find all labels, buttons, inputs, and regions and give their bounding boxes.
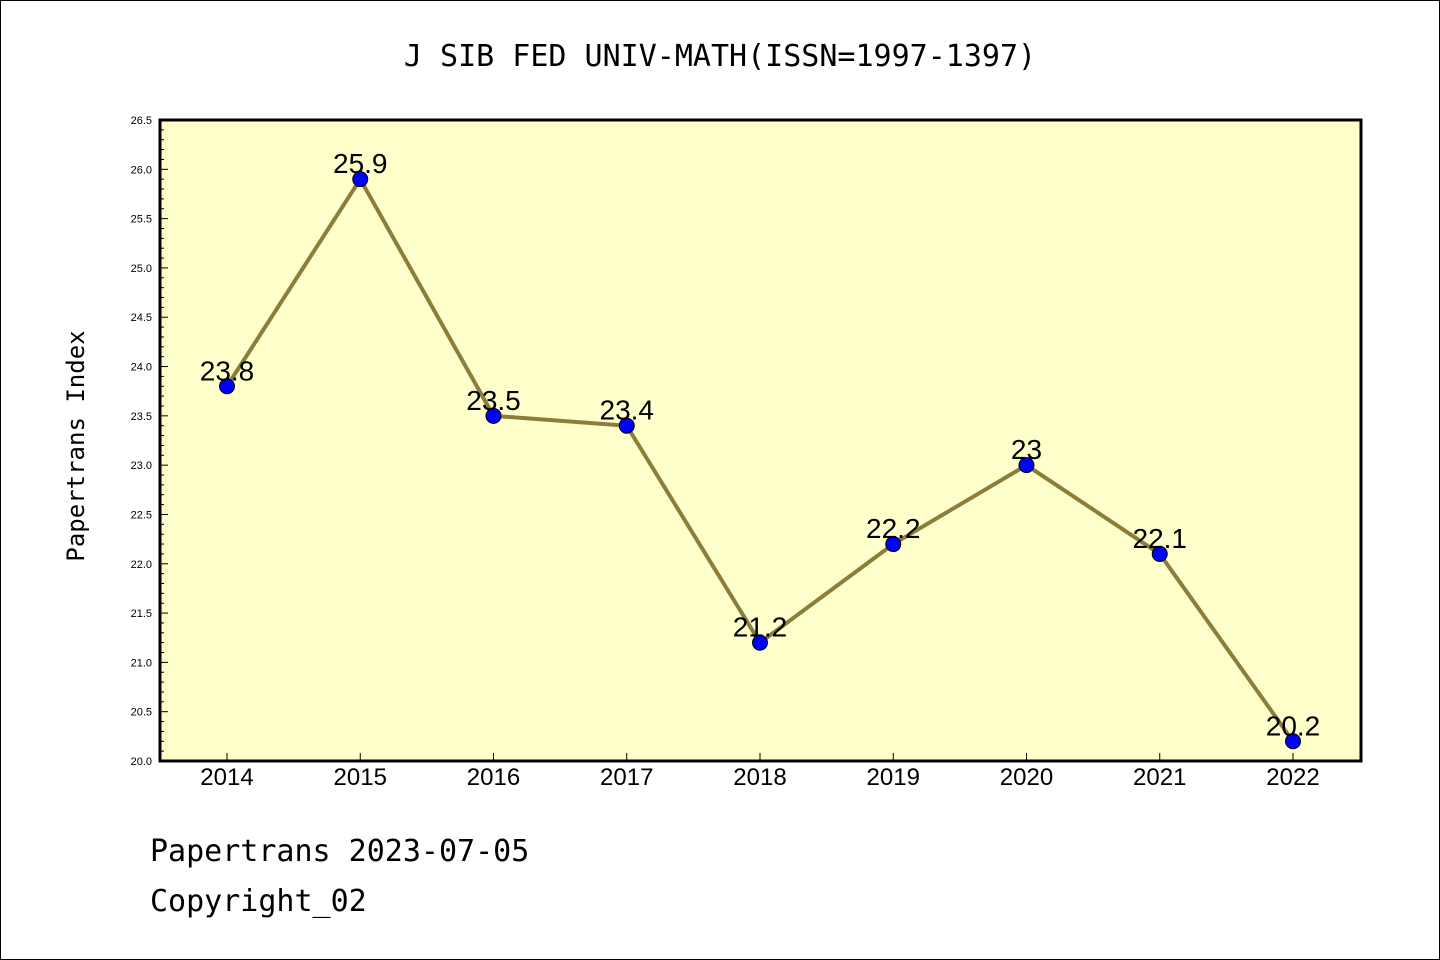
y-tick-label: 22.5 <box>131 509 152 521</box>
series: 23.8 25.9 23.5 23.4 21.2 22.2 23 22.1 20.2 <box>200 148 1321 750</box>
data-label: 25.9 <box>333 148 388 179</box>
x-tick-label: 2021 <box>1133 764 1186 791</box>
x-tick-label: 2022 <box>1266 764 1319 791</box>
data-label: 23 <box>1011 434 1042 465</box>
y-tick-label: 24.0 <box>131 362 152 374</box>
x-tick-label: 2018 <box>733 764 786 791</box>
y-tick-label: 25.0 <box>131 263 152 275</box>
y-tick-label: 22.0 <box>131 559 152 571</box>
y-tick-label: 25.5 <box>131 214 152 226</box>
y-tick-label: 24.5 <box>131 312 152 324</box>
data-label: 23.4 <box>600 395 655 426</box>
data-point <box>1018 457 1035 474</box>
data-label: 21.2 <box>733 612 788 643</box>
x-tick-label: 2019 <box>867 764 920 791</box>
plot-area <box>160 120 1361 761</box>
y-tick-label: 23.5 <box>131 411 152 423</box>
data-point <box>219 378 235 395</box>
x-tick-label: 2017 <box>600 764 653 791</box>
x-tick-label: 2016 <box>467 764 520 791</box>
data-point <box>885 536 902 553</box>
y-tick-label: 20.5 <box>131 707 152 719</box>
data-label: 22.1 <box>1133 523 1188 554</box>
y-axis-label: Papertrans Index <box>62 330 90 561</box>
data-label: 23.5 <box>466 385 521 416</box>
x-tick-label: 2014 <box>200 764 253 791</box>
footer-copyright: Copyright_02 <box>150 884 367 919</box>
data-point <box>1285 733 1301 750</box>
data-point <box>485 407 502 424</box>
plot-border <box>158 118 1363 763</box>
y-tick-label: 21.5 <box>131 608 152 620</box>
y-tick-label: 26.0 <box>131 164 152 176</box>
footer-date: Papertrans 2023-07-05 <box>150 834 530 869</box>
data-label: 22.2 <box>866 513 921 544</box>
data-point <box>752 634 768 651</box>
chart-title: J SIB FED UNIV-MATH(ISSN=1997-1397) <box>404 39 1036 74</box>
data-point <box>352 171 369 188</box>
y-tick-label: 23.0 <box>131 460 152 472</box>
data-point <box>1151 545 1168 562</box>
y-tick-label: 20.0 <box>131 756 152 768</box>
x-tick-label: 2015 <box>334 764 387 791</box>
data-point <box>618 417 635 434</box>
x-axis: 2014 2015 2016 2017 2018 2019 2020 2021 2022 <box>200 753 1320 791</box>
data-label: 23.8 <box>200 355 255 386</box>
y-tick-label: 26.5 <box>131 115 152 127</box>
y-tick-label: 21.0 <box>131 657 152 669</box>
x-tick-label: 2020 <box>1000 764 1053 791</box>
y-axis: 20.0 20.5 21.0 21.5 22.0 22.5 23.0 23.5 24.0 24.5… <box>131 115 168 768</box>
data-label: 20.2 <box>1266 710 1321 741</box>
